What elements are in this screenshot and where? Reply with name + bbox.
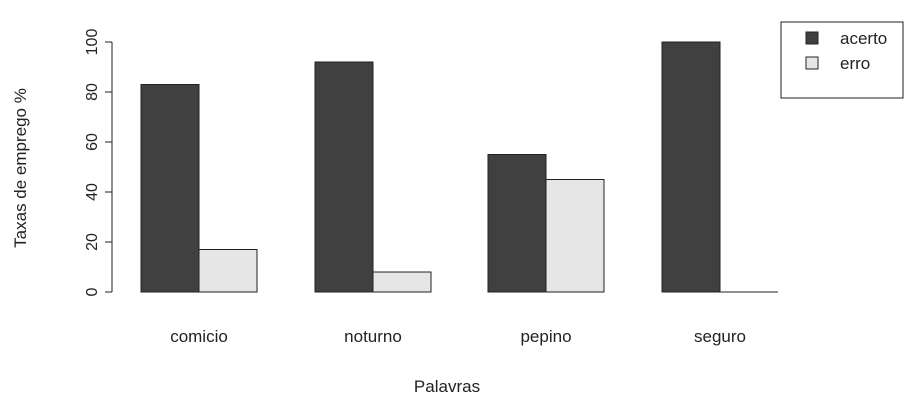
y-tick-label: 0 xyxy=(84,287,101,296)
y-tick-label: 20 xyxy=(84,233,101,251)
legend-box xyxy=(780,21,904,99)
x-tick-label: pepino xyxy=(520,327,571,346)
legend-label-acerto: acerto xyxy=(840,29,887,48)
bar-erro-pepino xyxy=(545,179,605,293)
bar-erro-noturno xyxy=(372,271,432,293)
y-tick-label: 40 xyxy=(84,183,101,201)
x-tick-label: comicio xyxy=(170,327,228,346)
bar-acerto-noturno xyxy=(314,61,374,293)
x-tick-label: noturno xyxy=(344,327,402,346)
x-tick-labels: comicio noturno pepino seguro xyxy=(170,327,746,346)
bar-acerto-comicio xyxy=(140,84,200,293)
legend: acerto erro xyxy=(780,21,904,99)
legend-swatch-erro xyxy=(805,56,819,70)
y-tick-label: 80 xyxy=(84,83,101,101)
bar-acerto-seguro xyxy=(661,41,721,293)
y-tick-label: 100 xyxy=(84,29,101,56)
bar-erro-comicio xyxy=(198,249,258,293)
bars xyxy=(140,41,778,293)
y-axis-label: Taxas de emprego % xyxy=(11,88,30,248)
legend-label-erro: erro xyxy=(840,54,870,73)
x-axis-label: Palavras xyxy=(414,377,480,396)
y-tick-label: 60 xyxy=(84,133,101,151)
x-tick-label: seguro xyxy=(694,327,746,346)
legend-swatch-acerto xyxy=(805,31,819,45)
bar-acerto-pepino xyxy=(487,154,547,293)
y-axis: 0 20 40 60 80 100 xyxy=(84,29,113,296)
